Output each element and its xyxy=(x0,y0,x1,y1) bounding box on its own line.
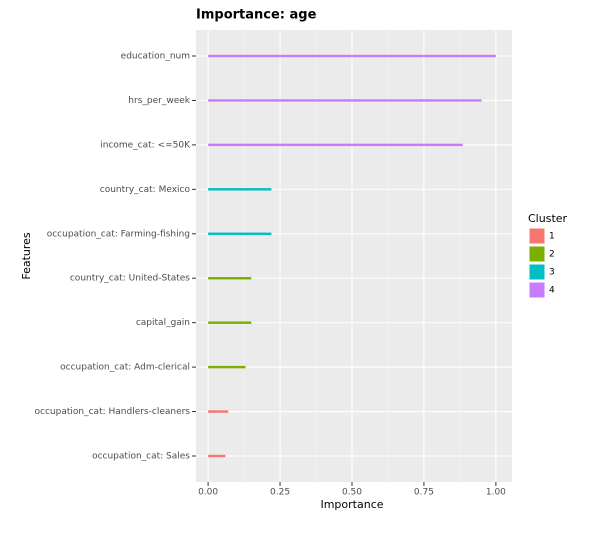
bar xyxy=(208,99,482,102)
legend-label: 1 xyxy=(549,232,555,242)
x-tick-label: 0.00 xyxy=(198,488,218,498)
legend-label: 3 xyxy=(549,268,555,278)
x-axis-label: Importance xyxy=(320,498,383,511)
chart-title: Importance: age xyxy=(196,8,317,23)
y-tick-label: income_cat: <=50K xyxy=(100,140,191,150)
x-tick-label: 1.00 xyxy=(486,488,506,498)
legend-key xyxy=(528,281,546,299)
bar xyxy=(208,410,229,413)
bar xyxy=(208,188,272,191)
legend-title: Cluster xyxy=(528,212,568,225)
y-tick-label: country_cat: Mexico xyxy=(100,185,191,195)
y-axis-label: Features xyxy=(20,232,33,280)
legend-key xyxy=(528,227,546,245)
x-tick-label: 0.25 xyxy=(270,488,290,498)
y-tick-label: capital_gain xyxy=(136,318,190,328)
x-tick-label: 0.50 xyxy=(342,488,362,498)
bar xyxy=(208,54,496,58)
bar xyxy=(208,321,252,324)
x-tick-label: 0.75 xyxy=(414,488,434,498)
legend-key xyxy=(528,245,546,263)
bar xyxy=(208,232,272,235)
y-tick-label: education_num xyxy=(121,52,190,62)
bar xyxy=(208,365,246,369)
legend-key xyxy=(528,263,546,281)
y-tick-label: country_cat: United-States xyxy=(70,274,190,284)
bar xyxy=(208,454,226,458)
legend-label: 4 xyxy=(549,286,555,296)
y-tick-label: occupation_cat: Sales xyxy=(92,452,190,462)
panel xyxy=(196,30,512,482)
y-tick-label: occupation_cat: Handlers-cleaners xyxy=(35,407,191,417)
y-tick-label: hrs_per_week xyxy=(128,96,190,106)
bar xyxy=(208,143,463,147)
legend-label: 2 xyxy=(549,250,555,260)
y-tick-label: occupation_cat: Farming-fishing xyxy=(47,229,190,239)
bar xyxy=(208,277,252,280)
y-tick-label: occupation_cat: Adm-clerical xyxy=(60,363,190,373)
